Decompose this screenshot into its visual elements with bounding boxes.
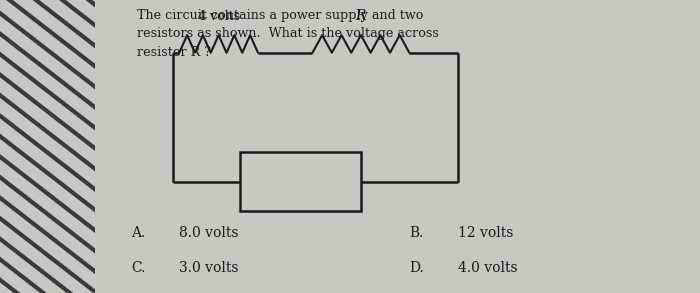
Text: The circuit contains a power supply and two
resistors as shown.  What is the vol: The circuit contains a power supply and … [137,9,439,59]
Text: D.: D. [410,261,424,275]
Text: 12 volts: 12 volts [458,226,513,240]
Text: B.: B. [410,226,424,240]
Text: R: R [356,9,366,23]
Text: C.: C. [131,261,145,275]
Text: 12 volts: 12 volts [275,175,326,188]
Text: 4.0 volts: 4.0 volts [458,261,517,275]
Text: 3.0 volts: 3.0 volts [179,261,239,275]
Text: 8.0 volts: 8.0 volts [179,226,239,240]
FancyBboxPatch shape [240,152,361,211]
Text: A.: A. [131,226,145,240]
Text: 4 volts: 4 volts [197,11,239,23]
